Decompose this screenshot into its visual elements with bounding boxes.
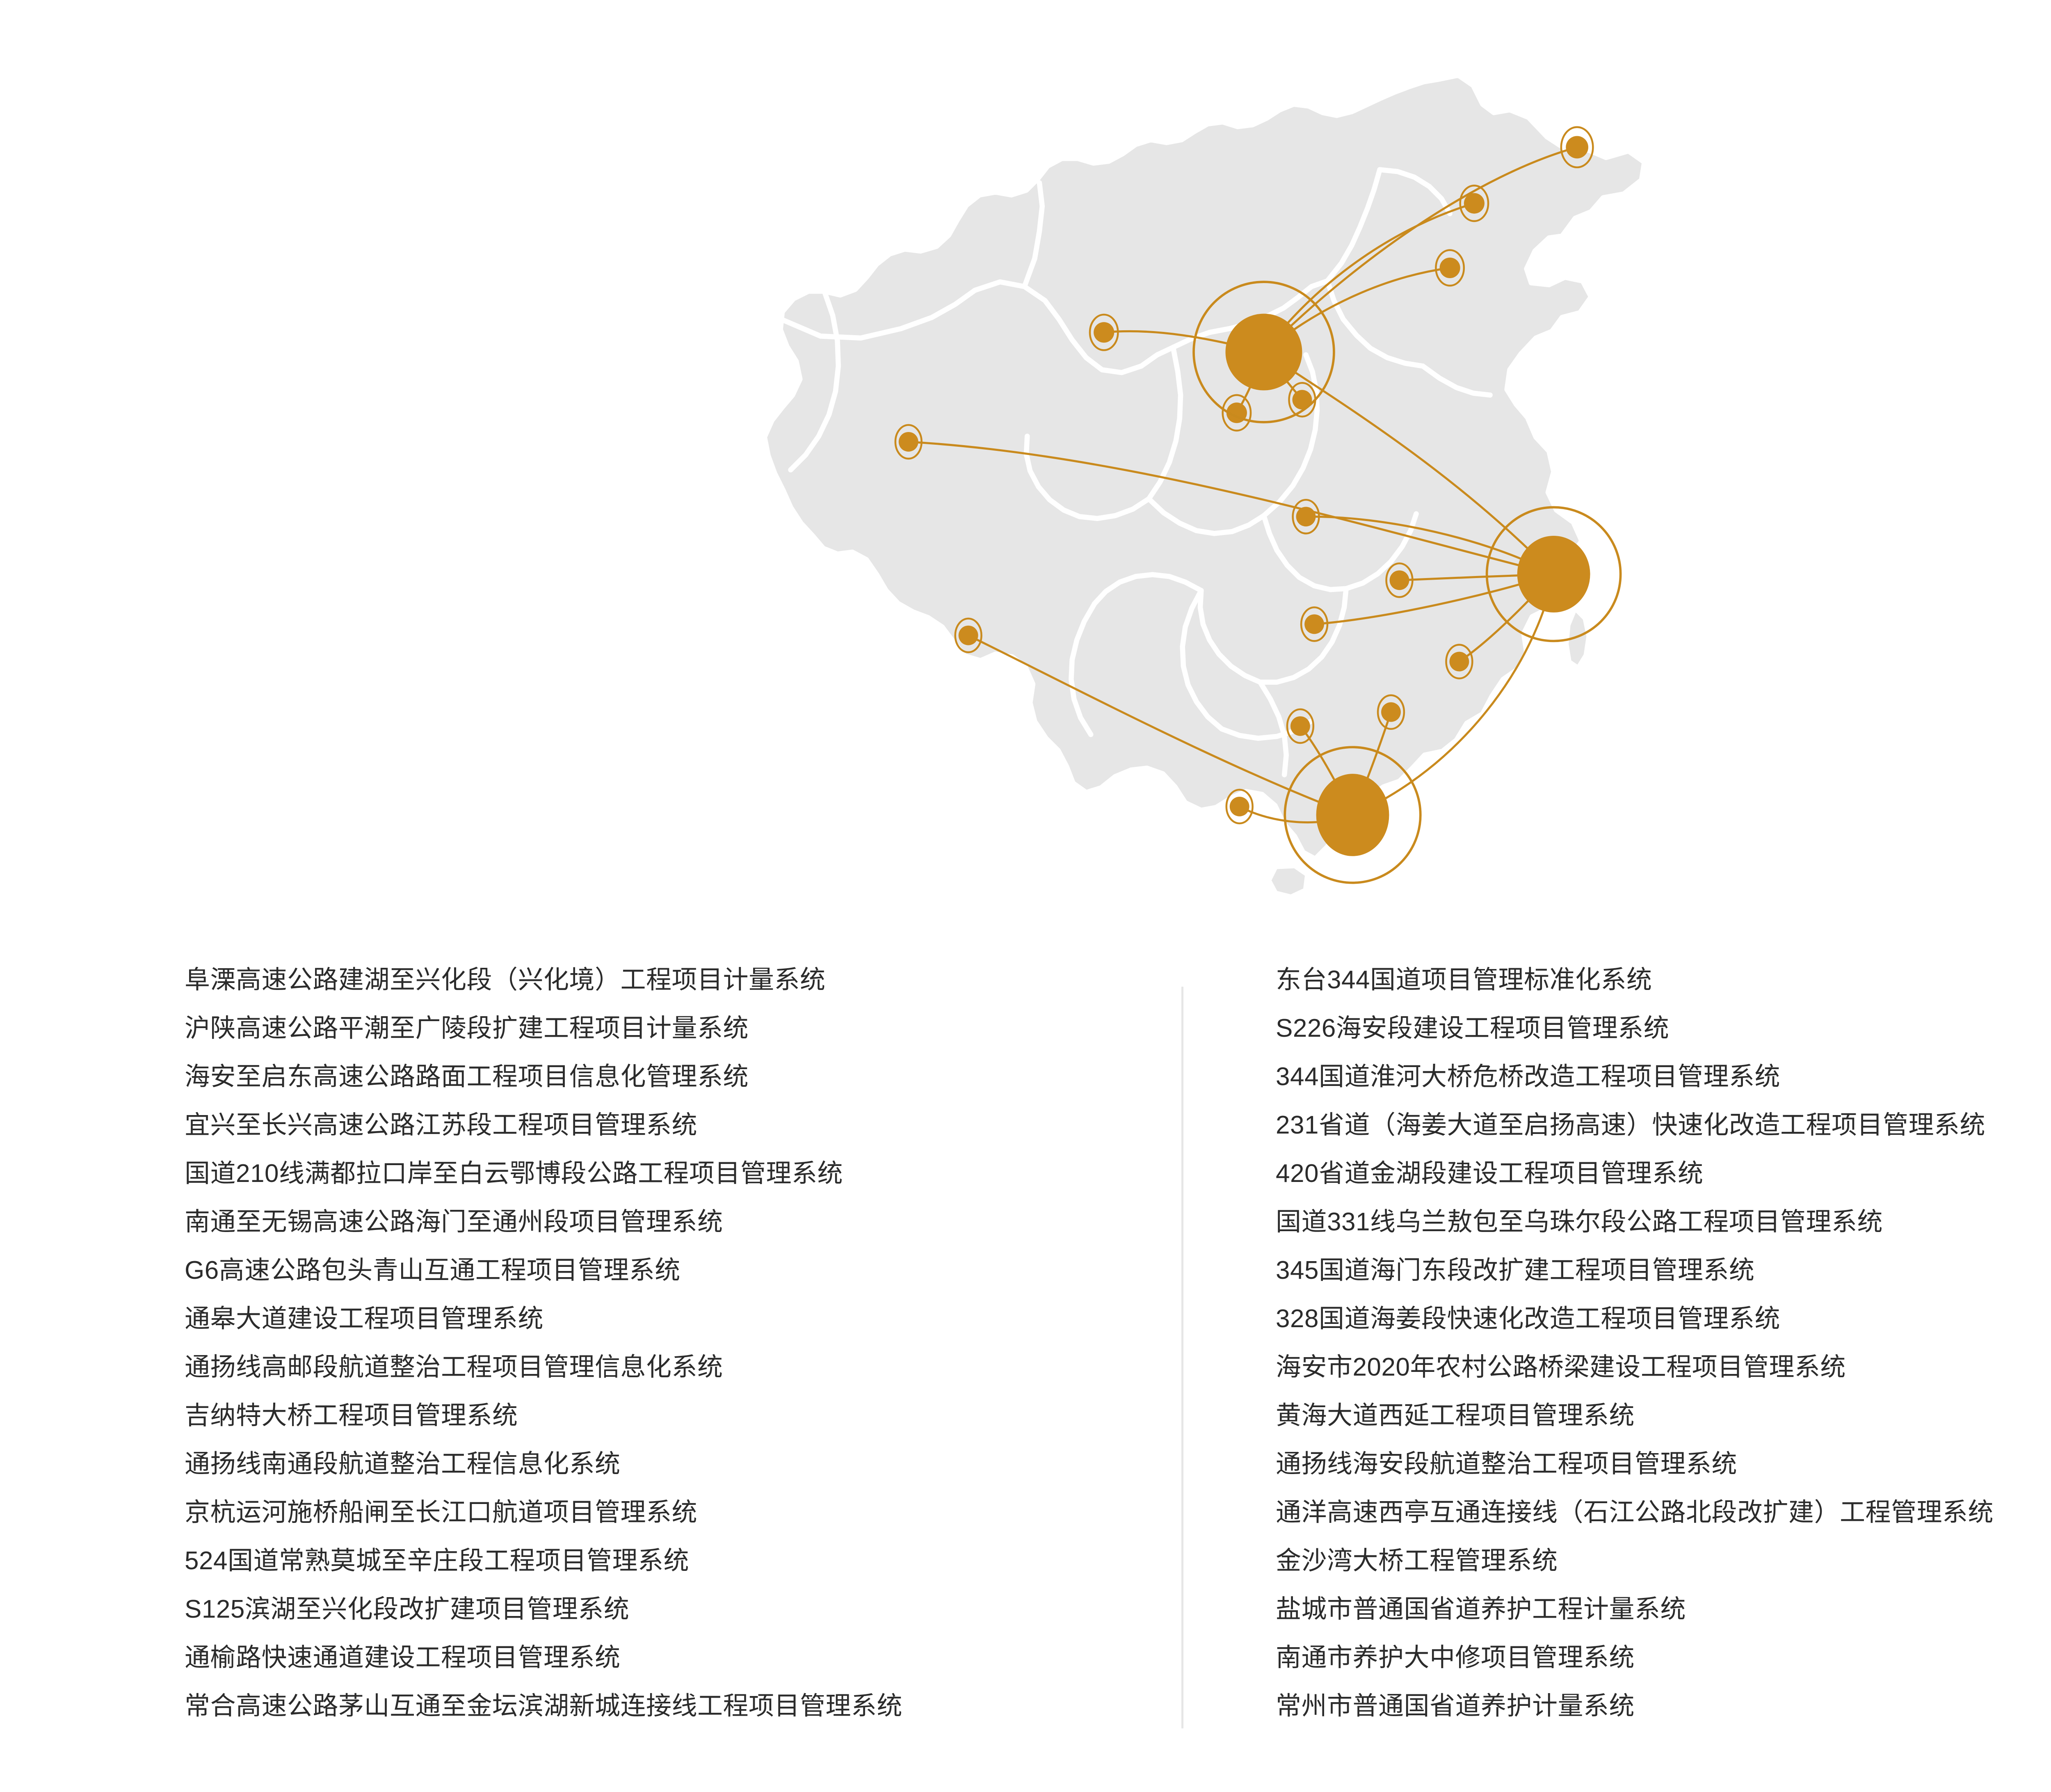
list-item[interactable]: 吉纳特大桥工程项目管理系统 [185, 1401, 518, 1430]
province-borders [779, 167, 1493, 777]
project-lists: 阜溧高速公路建湖至兴化段（兴化境）工程项目计量系统 沪陕高速公路平潮至广陵段扩建… [0, 956, 2051, 1760]
map-hubs[interactable] [1192, 281, 1622, 884]
map-node [1089, 313, 1119, 351]
list-item[interactable]: 东台344国道项目管理标准化系统 [1276, 966, 1652, 994]
hainan-island [1267, 864, 1309, 898]
china-map[interactable] [566, 57, 1821, 927]
list-item[interactable]: 通扬线高邮段航道整治工程项目管理信息化系统 [185, 1353, 723, 1381]
map-hub-east [1485, 506, 1622, 642]
map-node [894, 424, 923, 460]
map-nodes[interactable] [894, 126, 1594, 825]
map-node [1300, 606, 1329, 642]
list-item[interactable]: 通扬线海安段航道整治工程项目管理系统 [1276, 1450, 1738, 1478]
list-item[interactable]: 京杭运河施桥船闸至长江口航道项目管理系统 [185, 1498, 698, 1527]
map-node [1286, 708, 1315, 744]
china-outline [762, 73, 1647, 862]
list-item[interactable]: 345国道海门东段改扩建工程项目管理系统 [1276, 1256, 1755, 1285]
map-node [1292, 498, 1320, 535]
column-divider [1181, 987, 1183, 1728]
list-item[interactable]: 344国道淮河大桥危桥改造工程项目管理系统 [1276, 1063, 1780, 1091]
list-item[interactable]: 通扬线南通段航道整治工程信息化系统 [185, 1450, 621, 1478]
list-item[interactable]: 阜溧高速公路建湖至兴化段（兴化境）工程项目计量系统 [185, 966, 826, 994]
project-list-left: 阜溧高速公路建湖至兴化段（兴化境）工程项目计量系统 沪陕高速公路平潮至广陵段扩建… [185, 956, 1161, 1730]
list-item[interactable]: 通榆路快速通道建设工程项目管理系统 [185, 1643, 621, 1672]
list-item[interactable]: G6高速公路包头青山互通工程项目管理系统 [185, 1256, 681, 1285]
map-node [1560, 126, 1594, 169]
arc-south-n14 [968, 634, 1353, 816]
map-hub-north [1192, 281, 1335, 423]
list-item[interactable]: S226海安段建设工程项目管理系统 [1276, 1014, 1670, 1042]
map-node [1435, 249, 1465, 287]
arc-east-south [1352, 574, 1555, 816]
map-node [1377, 694, 1405, 730]
list-item[interactable]: 通洋高速西亭互通连接线（石江公路北段改扩建）工程管理系统 [1276, 1498, 1994, 1527]
map-node [1459, 185, 1489, 222]
taiwan-island [1565, 606, 1590, 670]
list-item[interactable]: 盐城市普通国省道养护工程计量系统 [1276, 1595, 1686, 1623]
project-list-right: 东台344国道项目管理标准化系统 S226海安段建设工程项目管理系统 344国道… [1276, 956, 2051, 1730]
list-item[interactable]: 南通市养护大中修项目管理系统 [1276, 1643, 1635, 1672]
map-node [954, 617, 982, 654]
arc-north-east [1263, 351, 1555, 575]
list-item[interactable]: 524国道常熟莫城至辛庄段工程项目管理系统 [185, 1547, 689, 1575]
list-item[interactable]: 420省道金湖段建设工程项目管理系统 [1276, 1159, 1704, 1188]
list-item[interactable]: 常州市普通国省道养护计量系统 [1276, 1692, 1635, 1720]
map-node [1225, 789, 1254, 825]
list-item[interactable]: 沪陕高速公路平潮至广陵段扩建工程项目计量系统 [185, 1014, 749, 1042]
map-section [566, 57, 1821, 927]
list-item[interactable]: 国道210线满都拉口岸至白云鄂博段公路工程项目管理系统 [185, 1159, 843, 1188]
list-item[interactable]: 黄海大道西延工程项目管理系统 [1276, 1401, 1635, 1430]
list-item[interactable]: 海安市2020年农村公路桥梁建设工程项目管理系统 [1276, 1353, 1846, 1381]
list-item[interactable]: 通皋大道建设工程项目管理系统 [185, 1305, 544, 1333]
list-item[interactable]: S125滨湖至兴化段改扩建项目管理系统 [185, 1595, 630, 1623]
arc-north-n2 [1263, 202, 1475, 353]
arc-east-n7 [908, 441, 1554, 575]
list-item[interactable]: 328国道海姜段快速化改造工程项目管理系统 [1276, 1305, 1780, 1333]
list-item[interactable]: 国道331线乌兰敖包至乌珠尔段公路工程项目管理系统 [1276, 1208, 1883, 1236]
list-item[interactable]: 231省道（海姜大道至启扬高速）快速化改造工程项目管理系统 [1276, 1111, 1985, 1139]
list-item[interactable]: 宜兴至长兴高速公路江苏段工程项目管理系统 [185, 1111, 698, 1139]
list-item[interactable]: 常合高速公路茅山互通至金坛滨湖新城连接线工程项目管理系统 [185, 1692, 903, 1720]
map-node [1445, 644, 1473, 679]
map-hub-south [1284, 746, 1422, 884]
list-item[interactable]: 金沙湾大桥工程管理系统 [1276, 1547, 1558, 1575]
map-landmass [762, 73, 1647, 898]
list-item[interactable]: 南通至无锡高速公路海门至通州段项目管理系统 [185, 1208, 723, 1236]
list-item[interactable]: 海安至启东高速公路路面工程项目信息化管理系统 [185, 1063, 749, 1091]
map-node [1385, 562, 1414, 598]
